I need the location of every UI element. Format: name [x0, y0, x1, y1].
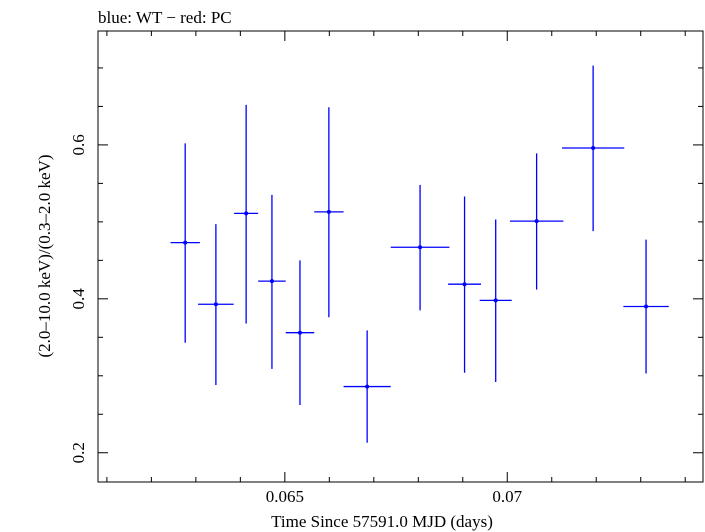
point-marker: [493, 298, 498, 303]
data-point: [390, 184, 450, 311]
y-tick-label: 0.2: [69, 442, 88, 463]
data-point: [258, 194, 286, 369]
point-marker: [534, 219, 539, 224]
point-marker: [213, 302, 218, 307]
data-point: [479, 219, 512, 382]
data-point: [234, 104, 259, 324]
data-point: [285, 260, 315, 406]
data-point: [561, 65, 625, 232]
point-marker: [591, 145, 596, 150]
data-point: [314, 107, 344, 318]
y-tick-label: 0.6: [69, 134, 88, 155]
data-point: [623, 239, 669, 374]
chart-title: blue: WT − red: PC: [98, 8, 232, 27]
y-axis-label: (2.0–10.0 keV)/(0.3–2.0 keV): [35, 154, 54, 357]
x-tick-label: 0.07: [492, 487, 522, 506]
data-point: [170, 143, 200, 343]
plot-frame: [97, 30, 704, 483]
x-axis-ticks: 0.065 0.07: [106, 31, 686, 506]
data-point: [343, 330, 391, 443]
y-tick-label: 0.4: [69, 288, 88, 310]
point-marker: [365, 384, 370, 389]
point-marker: [326, 209, 331, 214]
point-marker: [183, 240, 188, 245]
point-marker: [244, 211, 249, 216]
y-axis-ticks: 0.2 0.4 0.6: [69, 67, 703, 463]
point-marker: [644, 304, 649, 309]
data-point: [198, 224, 234, 386]
point-marker: [297, 330, 302, 335]
x-axis-label: Time Since 57591.0 MJD (days): [271, 512, 493, 531]
x-tick-label: 0.065: [266, 487, 304, 506]
point-marker: [269, 279, 274, 284]
point-marker: [462, 282, 467, 287]
data-point: [448, 196, 482, 373]
point-marker: [418, 245, 423, 250]
data-point: [509, 153, 564, 290]
data-points: [170, 65, 669, 443]
